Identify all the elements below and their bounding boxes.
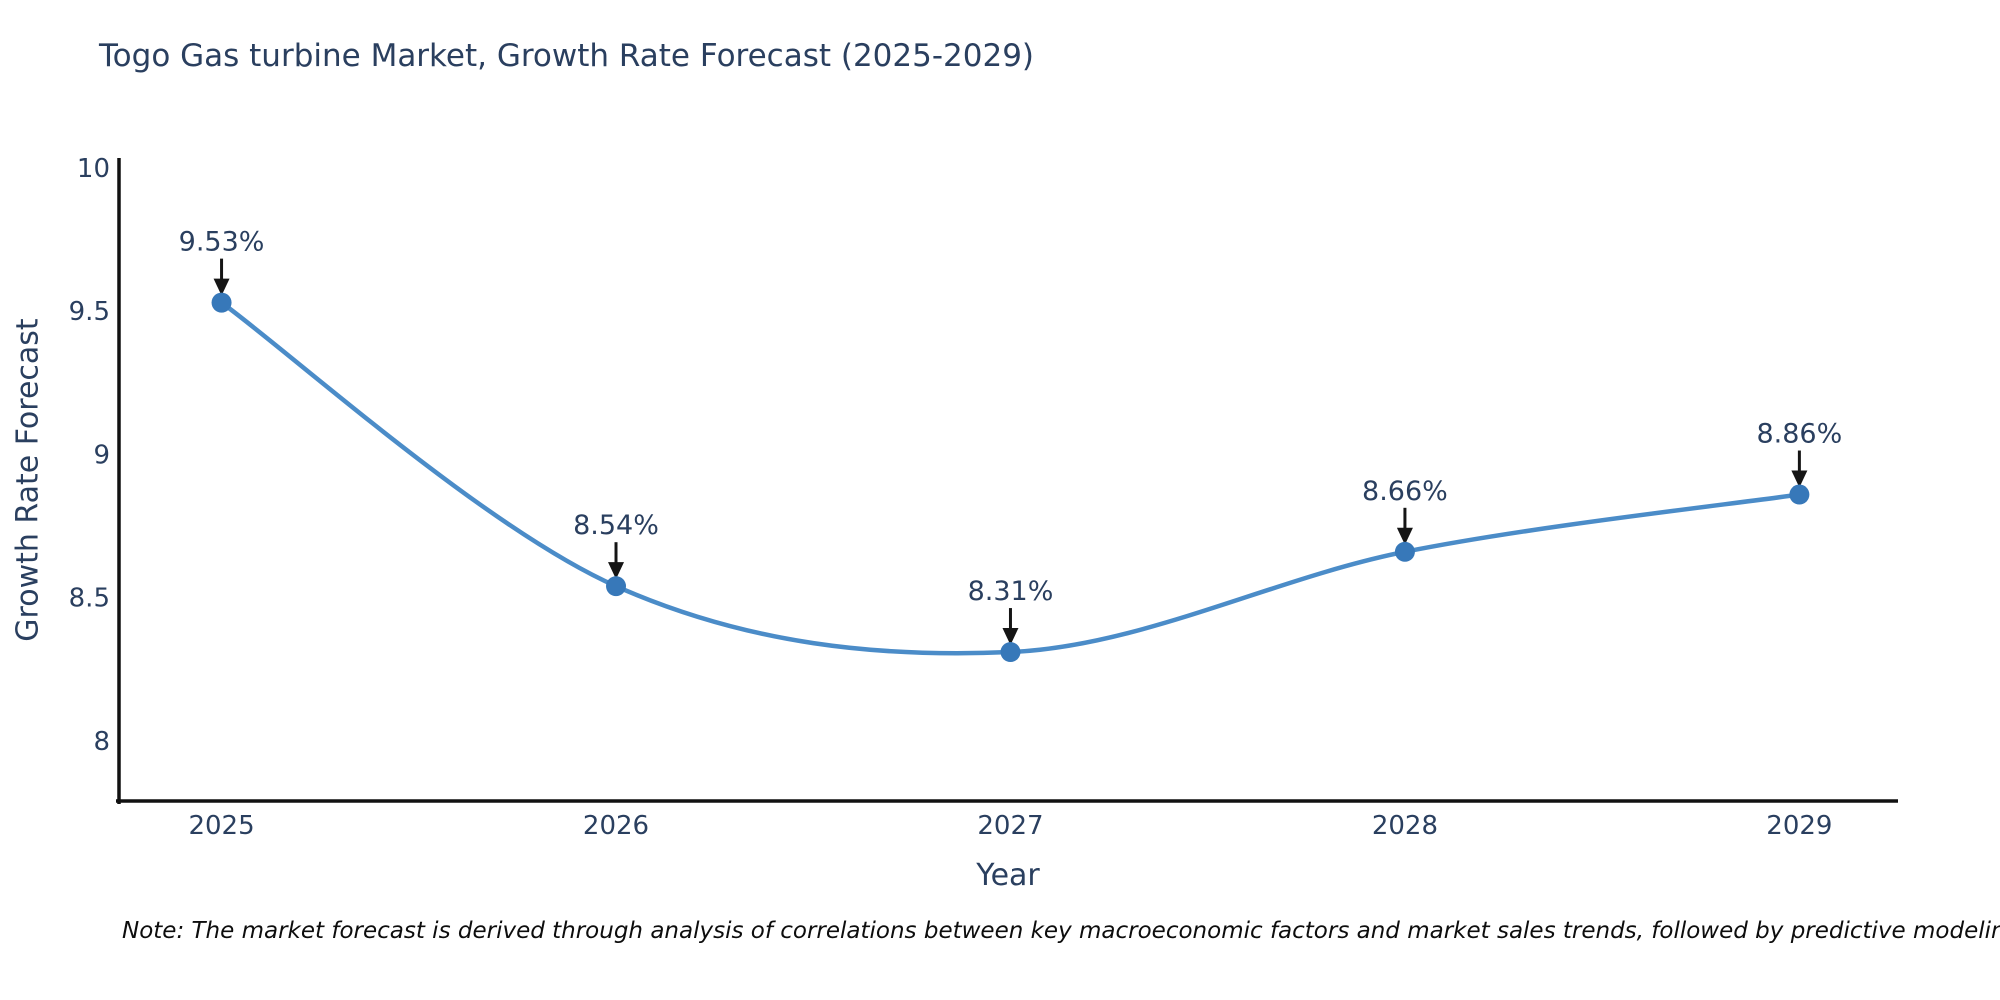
x-tick-label: 2028 <box>1372 811 1438 841</box>
data-point-marker <box>1394 541 1415 562</box>
y-tick-label: 9 <box>93 440 110 470</box>
annotation-arrowhead <box>1002 628 1019 646</box>
annotation-arrowhead <box>1396 527 1413 545</box>
y-tick-label: 8 <box>93 727 110 757</box>
data-point-marker <box>606 576 627 597</box>
x-tick-label: 2025 <box>188 811 254 841</box>
point-value-label: 8.31% <box>968 576 1054 607</box>
data-point-marker <box>1789 484 1810 505</box>
annotation-arrowhead <box>1791 470 1808 488</box>
point-value-label: 9.53% <box>179 227 265 258</box>
x-tick-label: 2027 <box>977 811 1043 841</box>
data-point-marker <box>1000 642 1021 663</box>
x-axis-title: Year <box>976 858 1040 893</box>
annotation-arrowhead <box>213 278 230 296</box>
y-tick-label: 10 <box>77 154 110 184</box>
chart-title: Togo Gas turbine Market, Growth Rate For… <box>99 38 1035 74</box>
point-value-label: 8.86% <box>1756 419 1842 450</box>
point-value-label: 8.66% <box>1362 476 1448 507</box>
y-tick-label: 8.5 <box>69 584 110 614</box>
x-tick-label: 2029 <box>1766 811 1832 841</box>
annotation-arrowhead <box>608 562 625 580</box>
footnote: Note: The market forecast is derived thr… <box>122 918 2000 944</box>
data-point-marker <box>211 292 232 313</box>
x-tick-label: 2026 <box>583 811 649 841</box>
y-tick-label: 9.5 <box>69 297 110 327</box>
point-value-label: 8.54% <box>573 510 659 541</box>
y-axis-title: Growth Rate Forecast <box>10 318 46 642</box>
